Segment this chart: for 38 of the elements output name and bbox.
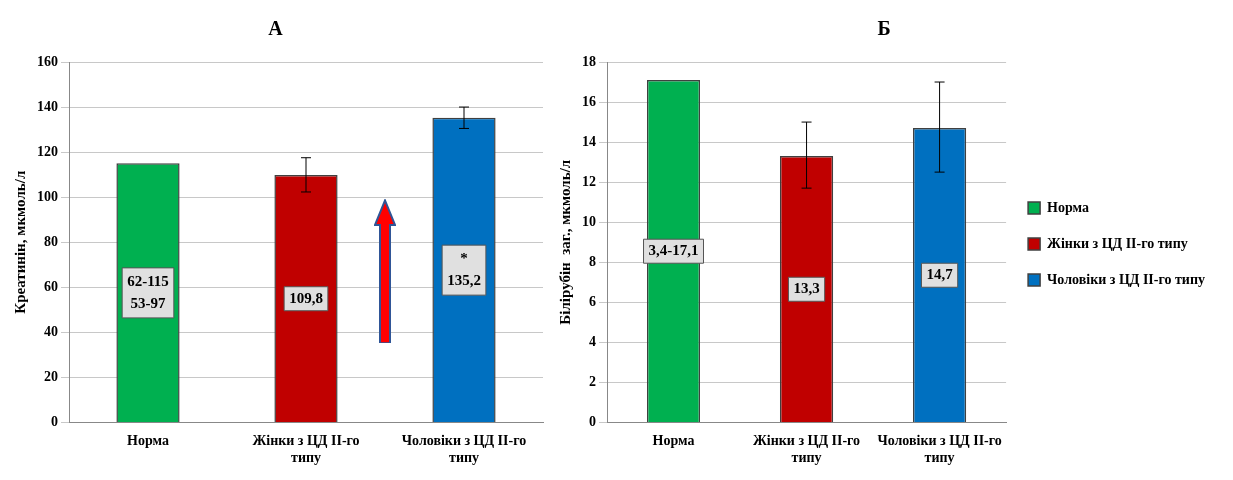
y-tick-label: 140 bbox=[37, 98, 58, 114]
data-label: 62-115 53-97 bbox=[127, 272, 169, 311]
data-label: 109,8 bbox=[289, 289, 323, 306]
y-tick-label: 20 bbox=[44, 368, 58, 384]
y-axis-title: Креатинін, мкмоль/л bbox=[11, 170, 28, 314]
legend-label: Чоловіки з ЦД ІІ-го типу bbox=[1047, 271, 1205, 287]
x-tick-label: Жінки з ЦД ІІ-го типу bbox=[752, 433, 861, 466]
y-tick-label: 80 bbox=[44, 233, 58, 249]
data-label: 14,7 bbox=[926, 266, 954, 283]
y-tick-label: 0 bbox=[51, 414, 58, 430]
x-tick-label: Чоловіки з ЦД ІІ-го типу bbox=[877, 433, 1002, 466]
data-label: 13,3 bbox=[793, 280, 820, 297]
legend-label: Жінки з ЦД ІІ-го типу bbox=[1047, 235, 1188, 251]
y-tick-label: 18 bbox=[582, 53, 596, 69]
y-tick-label: 4 bbox=[589, 333, 596, 349]
y-tick-label: 160 bbox=[37, 53, 58, 69]
y-tick-label: 40 bbox=[44, 323, 58, 339]
chart-title: А bbox=[268, 17, 284, 40]
x-tick-label: Норма bbox=[127, 433, 169, 449]
x-tick-label: Жінки з ЦД ІІ-го типу bbox=[252, 433, 360, 466]
y-tick-label: 0 bbox=[589, 414, 596, 430]
data-label: * 135,2 bbox=[447, 250, 481, 289]
x-tick-label: Чоловіки з ЦД ІІ-го типу bbox=[401, 433, 527, 466]
y-tick-label: 6 bbox=[589, 293, 596, 309]
legend-label: Норма bbox=[1047, 199, 1089, 215]
y-axis-title: Білірубін заг., мкмоль/л bbox=[556, 159, 573, 325]
y-tick-label: 14 bbox=[582, 133, 596, 149]
y-tick-label: 100 bbox=[37, 188, 58, 204]
y-tick-label: 2 bbox=[589, 373, 596, 389]
chart-title: Б bbox=[877, 17, 891, 40]
y-tick-label: 60 bbox=[44, 278, 58, 294]
y-tick-label: 10 bbox=[582, 213, 596, 229]
data-label: 3,4-17,1 bbox=[648, 242, 699, 259]
y-tick-label: 16 bbox=[582, 93, 596, 109]
y-tick-label: 120 bbox=[37, 143, 58, 159]
y-tick-label: 8 bbox=[589, 253, 596, 269]
y-tick-label: 12 bbox=[582, 173, 596, 189]
x-tick-label: Норма bbox=[652, 433, 695, 449]
